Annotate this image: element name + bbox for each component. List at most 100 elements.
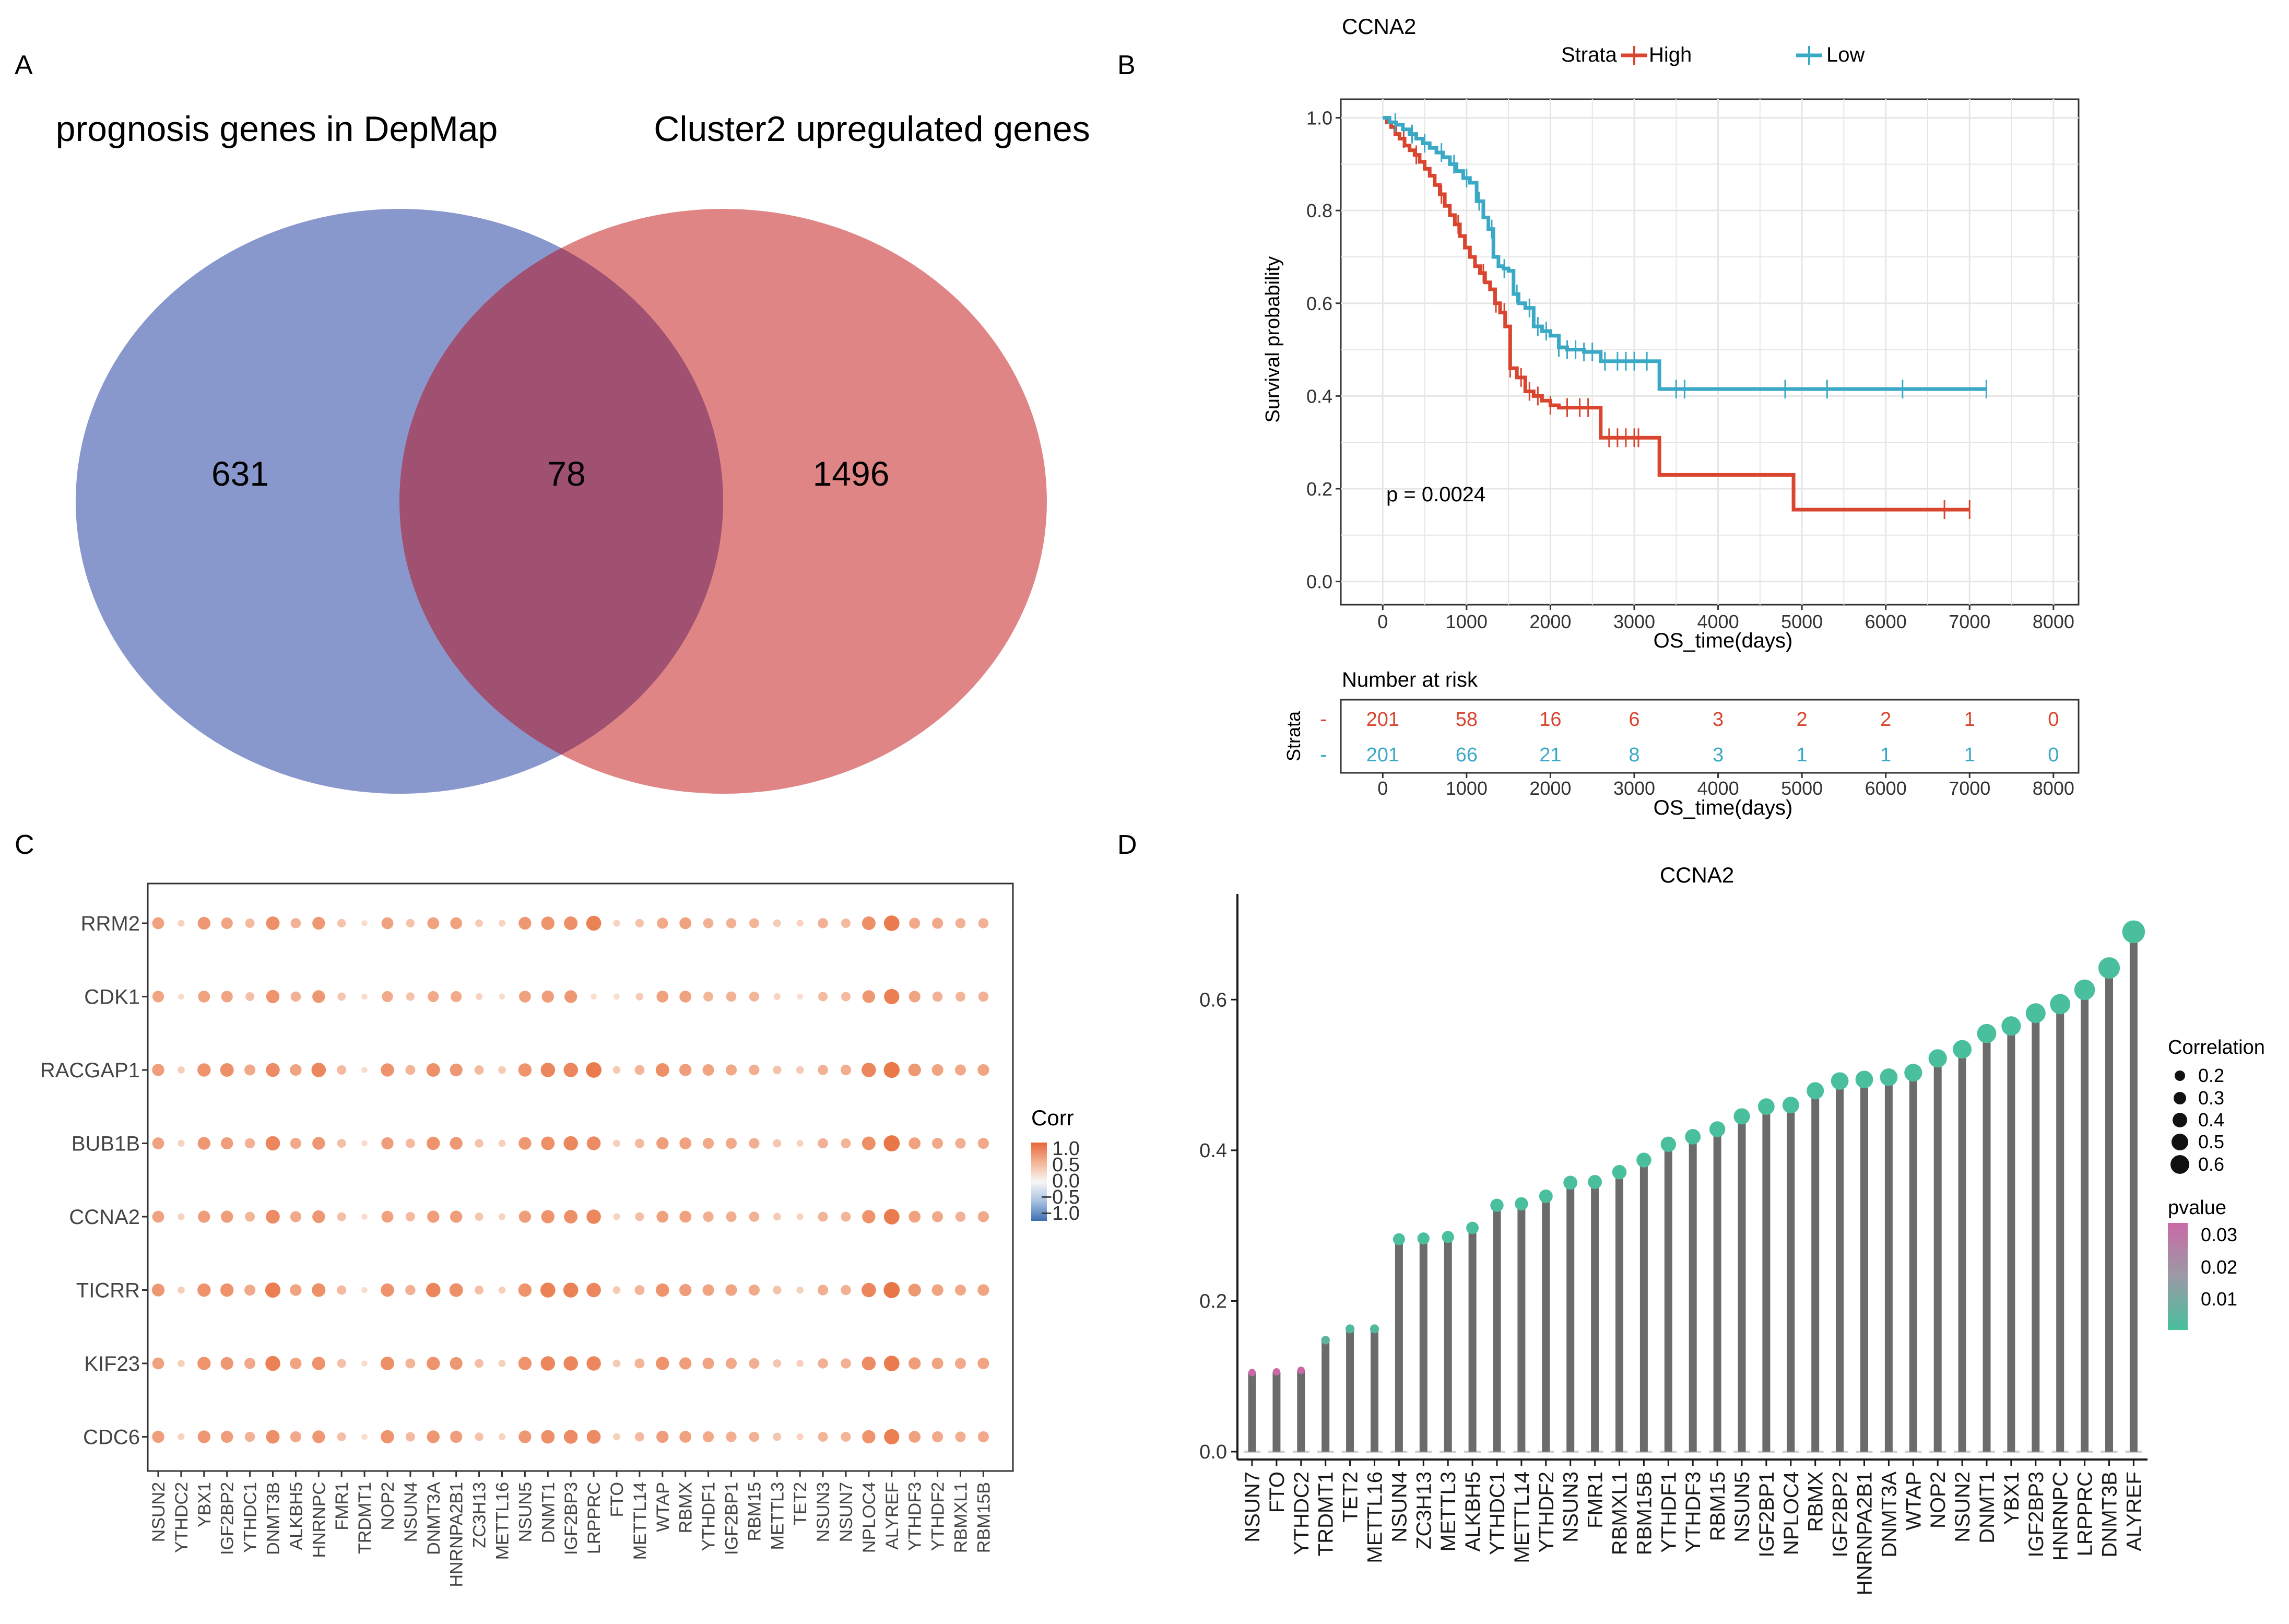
- dotplot-point: [178, 1139, 185, 1147]
- lollipop-x-label: YTHDF3: [1682, 1472, 1705, 1553]
- lollipop-x-labels: NSUN7 FTO YTHDC2 TRDMT1 TET2 METTL16 NSUN4 ZC3H…: [1241, 1460, 2145, 1595]
- lollipop-point: [2050, 994, 2071, 1015]
- dotplot-point: [749, 992, 759, 1002]
- dotplot-point: [426, 1282, 441, 1298]
- dotplot-point: [518, 1063, 532, 1077]
- dotplot-point: [703, 1211, 714, 1222]
- km-curve-high: [1383, 116, 1970, 512]
- dotplot-column-label: ALYREF: [882, 1482, 902, 1550]
- dotplot-point: [796, 920, 804, 927]
- km-pvalue: p = 0.0024: [1386, 483, 1485, 506]
- dotplot-point: [152, 1357, 164, 1370]
- km-x-tick-label: 0: [1377, 611, 1388, 632]
- dotplot-column-label: RBM15: [745, 1482, 764, 1541]
- lollipop-x-label: DNMT3B: [2098, 1472, 2121, 1557]
- lollipop-x-label: RBMXL1: [1609, 1472, 1632, 1555]
- dotplot-point: [586, 1136, 601, 1150]
- risk-table: Number at risk Strata - - 201 58 16 6 3 2 2 1 02…: [1283, 668, 2080, 819]
- corr-legend-tick-label: −0.5: [1041, 1186, 1080, 1208]
- dotplot-point: [541, 1136, 555, 1150]
- dotplot-point: [198, 991, 210, 1003]
- dotplot-point: [634, 1285, 645, 1295]
- dotplot-point: [290, 991, 301, 1002]
- km-legend: Strata High Low: [1561, 43, 1865, 66]
- km-x-tick-label: 2000: [1529, 611, 1571, 632]
- dotplot-point: [977, 1431, 989, 1443]
- dotplot-point: [773, 1213, 781, 1221]
- lollipop-x-label: HNRNPA2B1: [1854, 1472, 1877, 1595]
- lollipop-point: [1515, 1197, 1528, 1210]
- dotplot-point: [474, 1065, 484, 1075]
- dotplot-point: [657, 917, 668, 929]
- dotplot-point: [152, 1430, 164, 1443]
- lollipop-point: [1880, 1068, 1898, 1086]
- dotplot-point: [265, 1356, 280, 1371]
- correlation-size-legend: Correlation 0.2 0.3 0.4 0.5 0.6: [2168, 1037, 2265, 1175]
- risk-count-low: 1: [1964, 744, 1975, 766]
- dotplot-point: [381, 1283, 394, 1297]
- dotplot-column-label: HNRNPC: [309, 1482, 329, 1558]
- dotplot-point: [726, 991, 737, 1002]
- dotplot-point: [703, 992, 714, 1002]
- dotplot-point: [703, 1137, 714, 1149]
- dotplot-point: [679, 1357, 692, 1370]
- km-x-tick-label: 3000: [1613, 611, 1655, 632]
- dotplot-column-label: IGF2BP1: [722, 1482, 742, 1555]
- dotplot-point: [613, 1213, 620, 1220]
- dotplot-point: [244, 1138, 255, 1149]
- dotplot-point: [152, 991, 164, 1003]
- corr-legend-tick-label: 0.5: [1052, 1154, 1080, 1176]
- dotplot-point: [337, 1359, 346, 1368]
- dotplot-point: [337, 1212, 346, 1221]
- dotplot-point: [475, 1213, 483, 1221]
- lollipop-point: [1297, 1366, 1305, 1374]
- dotplot-point: [726, 1431, 737, 1442]
- dotplot-point: [265, 1282, 281, 1298]
- risk-count-high: 2: [1797, 709, 1808, 731]
- lollipop-x-label: NPLOC4: [1780, 1472, 1803, 1555]
- dotplot-row-labels: RRM2 CDK1 RACGAP1 BUB1B CCNA2 TICRR KIF23 CDC6: [40, 912, 148, 1449]
- dotplot-point: [955, 992, 965, 1002]
- dotplot-point: [381, 1137, 394, 1150]
- dotplot-column-label: TRDMT1: [355, 1482, 375, 1554]
- lollipop-x-label: HNRNPC: [2049, 1472, 2072, 1561]
- dotplot-point: [405, 1138, 415, 1148]
- dotplot-point: [519, 991, 531, 1003]
- dotplot-point: [862, 990, 876, 1003]
- venn-count-overlap: 78: [547, 454, 585, 493]
- km-y-axis-label: Survival probability: [1262, 256, 1284, 423]
- dotplot-column-label: NPLOC4: [859, 1482, 879, 1553]
- dotplot-point: [221, 1210, 233, 1223]
- dotplot-point: [266, 990, 280, 1004]
- dotplot-point: [818, 1211, 828, 1222]
- km-x-tick-label: 6000: [1865, 611, 1907, 632]
- km-y-tick-label: 0.4: [1306, 385, 1332, 407]
- dotplot-point: [818, 1138, 828, 1149]
- dotplot-point: [703, 918, 714, 928]
- dotplot-point: [773, 1286, 782, 1295]
- dotplot-point: [773, 1359, 782, 1368]
- dotplot-point: [703, 1431, 714, 1443]
- dotplot-column-label: METTL3: [768, 1482, 787, 1550]
- lollipop-point: [1346, 1324, 1355, 1334]
- dotplot-point: [450, 1137, 463, 1150]
- risk-x-tick-label: 4000: [1697, 778, 1739, 799]
- dotplot-point: [518, 916, 532, 930]
- dotplot-point: [841, 1285, 851, 1296]
- dotplot-point: [841, 1138, 851, 1148]
- dotplot-point: [540, 1356, 556, 1371]
- km-plot-area: [1340, 98, 2080, 606]
- lollipop-point: [1831, 1072, 1849, 1090]
- dotplot-point: [908, 1137, 921, 1149]
- lollipop-x-label: YTHDC2: [1290, 1472, 1313, 1555]
- dotplot-point: [796, 1433, 804, 1441]
- risk-table-title: Number at risk: [1342, 668, 1478, 691]
- dotplot-point: [290, 918, 301, 928]
- dotplot-column-label: YTHDF2: [928, 1482, 948, 1551]
- dotplot-point: [656, 1210, 669, 1223]
- dotplot-point: [635, 1212, 644, 1221]
- dotplot-point: [541, 990, 554, 1003]
- dotplot-point: [361, 1360, 368, 1367]
- dotplot-point: [613, 1139, 620, 1147]
- dotplot-point: [586, 1282, 601, 1298]
